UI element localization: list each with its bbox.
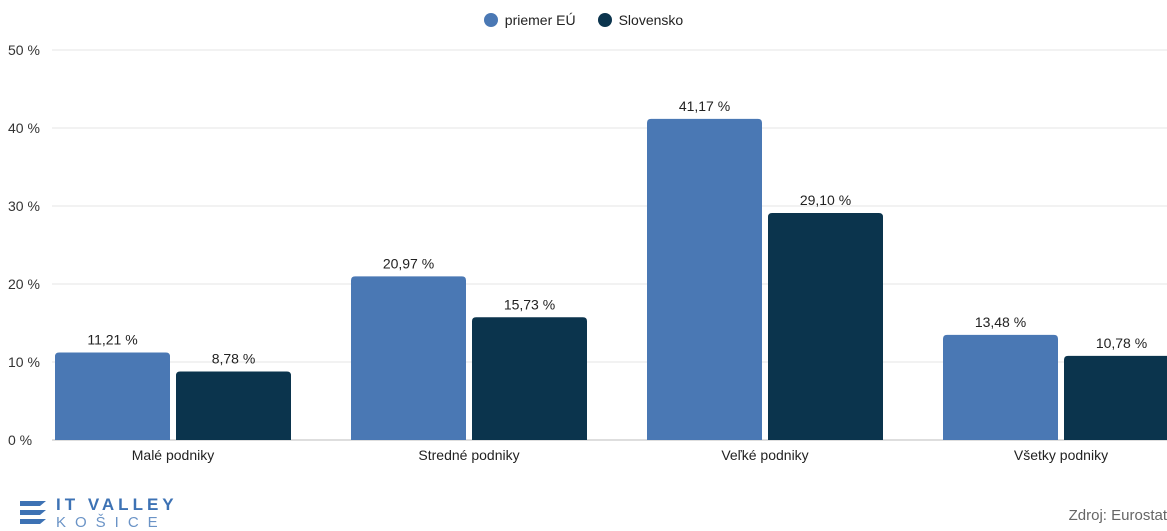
x-tick-label: Všetky podniky <box>1014 447 1108 463</box>
brand-logo: IT VALLEY KOŠICE <box>18 496 178 530</box>
legend-label-eu: priemer EÚ <box>504 12 576 28</box>
x-tick-label: Stredné podniky <box>418 447 519 463</box>
x-tick-label: Veľké podniky <box>721 447 808 463</box>
data-label: 8,78 % <box>212 351 256 367</box>
y-tick-label: 10 % <box>8 354 40 370</box>
data-label: 29,10 % <box>800 192 851 208</box>
bar <box>1064 355 1167 440</box>
data-label: 15,73 % <box>504 296 555 312</box>
y-tick-label: 40 % <box>8 120 40 136</box>
bar <box>55 352 170 440</box>
data-label: 13,48 % <box>975 314 1026 330</box>
data-label: 41,17 % <box>679 98 730 114</box>
bar <box>943 334 1058 440</box>
bar <box>647 118 762 441</box>
y-tick-label: 50 % <box>8 42 40 58</box>
legend-item-sk: Slovensko <box>597 12 684 28</box>
legend-item-eu: priemer EÚ <box>483 12 576 28</box>
data-label: 20,97 % <box>383 255 434 271</box>
source-note: Zdroj: Eurostat <box>1068 507 1167 524</box>
legend-swatch-eu <box>483 13 498 27</box>
y-tick-label: 0 % <box>8 432 32 448</box>
legend-label-sk: Slovensko <box>618 12 684 28</box>
logo-subtitle: KOŠICE <box>56 514 167 531</box>
legend-swatch-sk <box>597 13 612 27</box>
data-label: 10,78 % <box>1096 335 1147 351</box>
logo-title: IT VALLEY <box>56 495 178 514</box>
bar <box>351 276 466 440</box>
bar <box>176 371 291 440</box>
y-tick-label: 20 % <box>8 276 40 292</box>
bar <box>472 317 587 440</box>
x-tick-label: Malé podniky <box>132 447 215 463</box>
bar <box>768 213 883 440</box>
wave-stripes-icon <box>20 501 46 524</box>
chart-legend: priemer EÚ Slovensko <box>0 12 1167 28</box>
data-label: 11,21 % <box>87 332 137 348</box>
y-tick-label: 30 % <box>8 198 40 214</box>
